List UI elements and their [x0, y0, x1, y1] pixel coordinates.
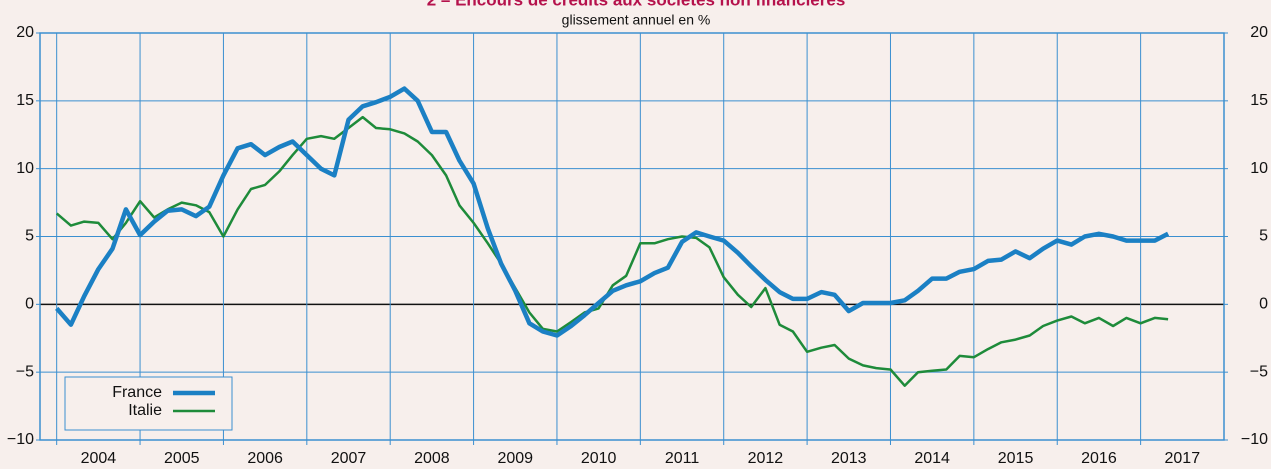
- legend-label: France: [112, 384, 162, 401]
- chart-title: 2 – Encours de crédits aux sociétés non …: [427, 0, 846, 9]
- x-tick-label: 2017: [1165, 450, 1201, 467]
- y-tick-label: 15: [16, 92, 34, 109]
- y-tick-label-right: 20: [1250, 24, 1268, 41]
- y-tick-label-right: −5: [1250, 363, 1268, 380]
- x-tick-label: 2011: [665, 450, 700, 467]
- x-tick-label: 2013: [831, 450, 867, 467]
- y-tick-label-right: 15: [1250, 92, 1268, 109]
- plot-area: −10 −10 −5 −5 0 0 5 5 10 10 15 15 20 20 2004 2005 2006 20…: [7, 24, 1268, 467]
- x-tick-label: 2005: [164, 450, 200, 467]
- series-line: [55, 115, 1169, 387]
- x-tick-label: 2006: [247, 450, 283, 467]
- y-tick-label-right: 0: [1259, 296, 1268, 313]
- y-tick-label: −10: [7, 431, 34, 448]
- legend-box: [64, 376, 233, 431]
- legend-label: Italie: [128, 402, 162, 419]
- x-tick-label: 2009: [497, 450, 533, 467]
- x-tick-label: 2004: [81, 450, 117, 467]
- x-tick-label: 2007: [331, 450, 367, 467]
- series-line: [55, 86, 1170, 338]
- y-tick-label-right: 5: [1259, 228, 1268, 245]
- x-tick-label: 2016: [1081, 450, 1117, 467]
- x-tick-label: 2014: [914, 450, 950, 467]
- y-tick-label-right: 10: [1250, 160, 1268, 177]
- chart-subtitle: glissement annuel en %: [562, 12, 711, 28]
- y-tick-label: 5: [25, 228, 34, 245]
- plot-frame: [39, 32, 1225, 441]
- y-tick-label-right: −10: [1241, 431, 1268, 448]
- x-tick-label: 2010: [581, 450, 617, 467]
- x-tick-label: 2015: [998, 450, 1034, 467]
- y-tick-label: 10: [16, 160, 34, 177]
- x-tick-label: 2008: [414, 450, 450, 467]
- y-tick-label: 0: [25, 296, 34, 313]
- x-tick-label: 2012: [748, 450, 784, 467]
- y-tick-label: 20: [16, 24, 34, 41]
- y-tick-label: −5: [16, 363, 34, 380]
